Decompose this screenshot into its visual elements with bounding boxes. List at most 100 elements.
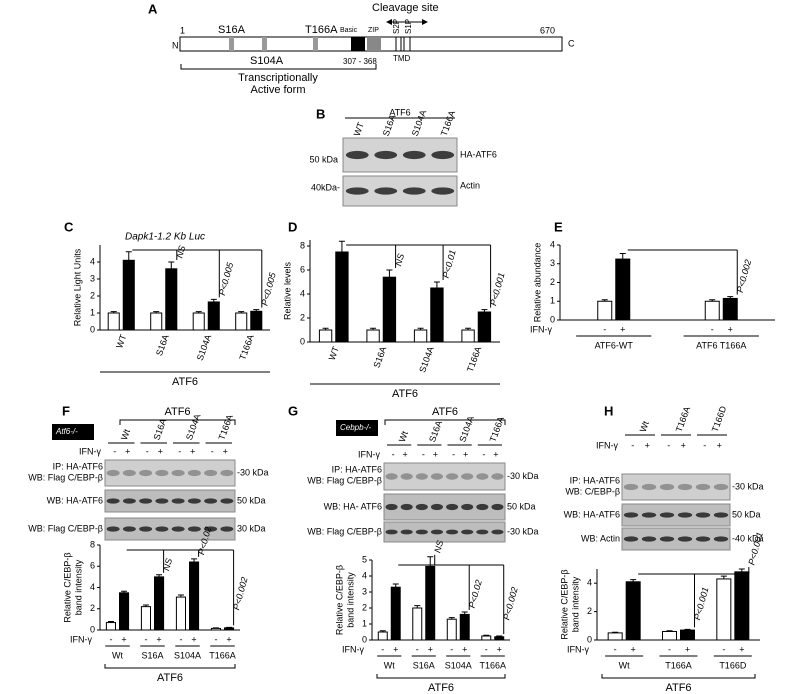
error-bar [392,583,399,588]
y-tick-label: 8 [90,539,95,549]
bar [477,311,492,343]
bar [377,631,388,641]
x-tick-label: ATF6 T166A [696,340,746,350]
panel-label: C [64,219,74,234]
blot-band [385,529,398,535]
y-tick-label: 2 [90,290,95,300]
error-bar [709,299,716,302]
y-tick-label: 1 [362,618,367,628]
panel-label: D [288,219,297,234]
blot-band [461,473,474,480]
treatment-sign: - [703,440,706,450]
x-tick-label: S16A [141,650,163,660]
blot-band [385,503,398,511]
blot-band [491,503,504,511]
treatment-sign: - [450,644,453,654]
y-axis-label: Relative levels [282,261,292,320]
blot-band [122,498,136,504]
blot-band [415,503,428,511]
start-pos: 1 [180,25,185,35]
blot-band [461,503,474,511]
y-axis-label: Relative Light Units [72,248,82,326]
domain-label: Basic [340,27,358,34]
error-bar [370,327,377,330]
treatment-sign: + [463,449,468,459]
bar [150,312,163,331]
error-bar [684,628,691,631]
y-tick-label: 2 [90,603,95,613]
marker: -30 kDa [237,467,269,477]
treatment-label: IFN-γ [358,449,380,459]
blot-band [491,473,504,480]
error-bar [121,590,128,593]
treatment-sign: + [497,644,502,654]
header: ATF6 [389,107,410,117]
error-bar [417,327,424,330]
row-label: WB: C/EBP-β [565,486,620,496]
y-tick-label: 4 [300,288,305,298]
blot-band [415,473,428,480]
lane-label: S16A [427,419,444,443]
y-axis-label: Relative C/EBP-β [62,552,72,622]
error-bar [253,309,260,312]
blot-band [641,512,657,518]
treatment-sign: - [392,449,395,459]
x-tick-label: S104A [445,660,472,670]
treatment-sign: + [191,634,196,644]
genotype-box [336,420,378,436]
bar [716,578,732,641]
bar [390,586,401,641]
genotype-box [52,424,94,440]
error-bar [738,568,745,572]
blot [621,473,731,501]
domain-label: ZIP [368,27,379,34]
site [262,37,267,51]
bar [680,629,695,641]
error-bar [379,630,386,632]
x-tick-label: Wt [112,650,123,660]
treatment-sign: - [178,446,181,456]
blot-band [677,483,693,491]
row-label: WB: Flag C/EBP-β [28,523,103,533]
row-label: WB: Actin [581,533,620,543]
treatment-sign: - [631,440,634,450]
lane-label: T166A [488,415,506,443]
y-tick-label: 6 [300,264,305,274]
panel-a: A Cleavage site N C 1 670 S16A T166A S10… [148,1,575,95]
group-bracket [376,674,506,679]
y-tick-label: 0 [90,324,95,334]
blot-band [476,529,489,535]
blot-band [431,187,455,195]
x-tick-label: T166D [719,660,747,670]
blot-band [677,512,693,518]
error-bar [414,605,421,608]
bar [615,258,631,321]
bar [430,287,444,343]
treatment-sign: + [739,644,744,654]
treatment-sign: - [452,449,455,459]
y-axis-label: Relative C/EBP-β [559,569,569,639]
blot-band [139,498,153,504]
blot-band [220,526,234,532]
range-label: 307 - 368 [343,57,377,66]
x-tick-label: S104A [195,333,214,362]
bar [192,312,205,331]
bar [597,300,613,321]
blot-band [476,473,489,480]
error-bar [226,626,233,628]
bar [224,627,235,631]
treatment-sign: - [722,644,725,654]
y-tick-label: 8 [300,240,305,250]
bar [607,632,623,641]
site-label: S16A [218,24,246,36]
treatment-sign: + [121,634,126,644]
row-label: WB: HA- ATF6 [324,501,382,511]
row-label: HA-ATF6 [460,149,497,159]
treatment-sign: + [433,449,438,459]
blot-band [713,536,729,542]
blot-band [695,536,711,542]
marker: 50 kDa [507,501,536,511]
row-label: Actin [460,180,480,190]
bracket [180,64,377,70]
marker: 30 kDa [237,523,266,533]
